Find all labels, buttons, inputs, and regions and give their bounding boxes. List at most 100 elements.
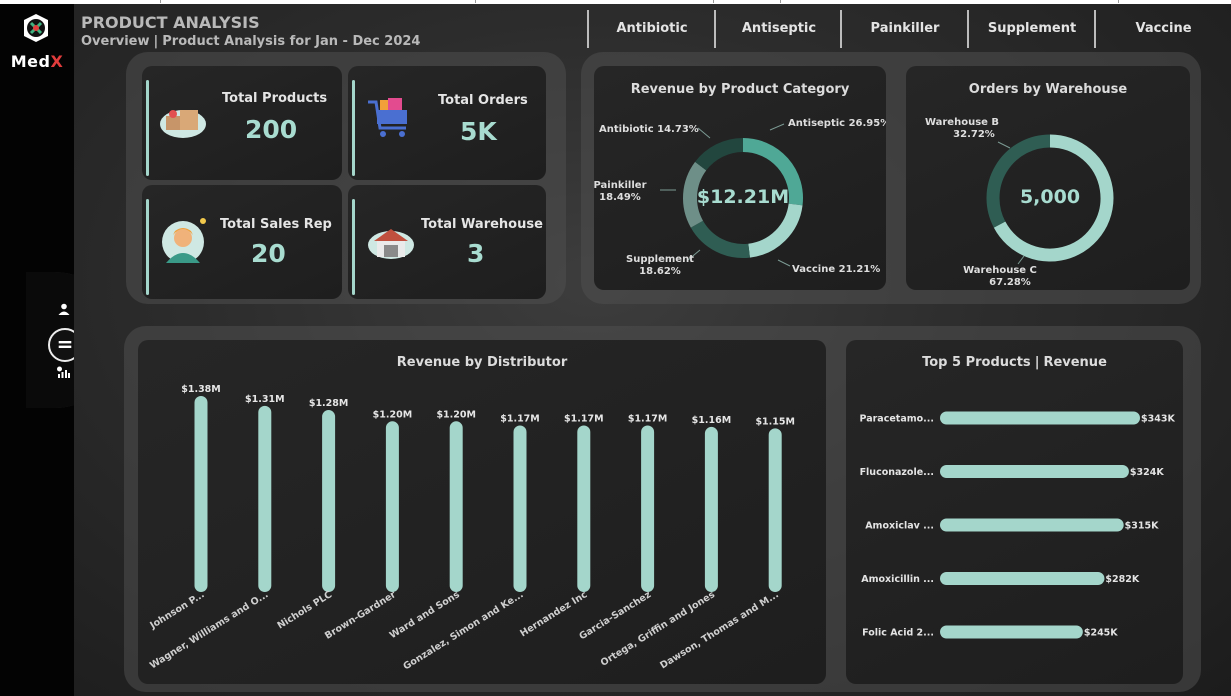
kpi-label: Total Products bbox=[222, 91, 328, 106]
leader-line bbox=[697, 127, 711, 139]
distributor-bar-brown-gardner[interactable] bbox=[385, 421, 399, 592]
distributor-bar-nichols-plc[interactable] bbox=[322, 410, 336, 592]
donut-label-warehouse-b: Warehouse B bbox=[925, 117, 999, 128]
distributor-bar-garcia-sanchez[interactable] bbox=[641, 425, 655, 592]
donut-label-supplement-pct: 18.62% bbox=[639, 266, 681, 277]
revenue-distributor-title: Revenue by Distributor bbox=[396, 355, 568, 370]
distributor-value-label: $1.20M bbox=[373, 409, 413, 420]
donut-center-value: 5,000 bbox=[1020, 186, 1080, 208]
product-value-label: $343K bbox=[1141, 414, 1175, 425]
product-name-label: Paracetamo... bbox=[860, 414, 935, 425]
kpi-value: 3 bbox=[467, 239, 485, 268]
donut-slice-vaccine[interactable] bbox=[747, 203, 803, 258]
donut-slice-warehouse-c[interactable] bbox=[993, 134, 1114, 262]
donut-label-painkiller-pct: 18.49% bbox=[599, 192, 641, 203]
kpi-card-sales-rep: Total Sales Rep 20 bbox=[142, 185, 342, 299]
distributor-name-label: Gonzalez, Simon and Ke... bbox=[401, 589, 525, 672]
kpi-label: Total Orders bbox=[438, 93, 528, 108]
distributor-bar-johnson-p[interactable] bbox=[194, 396, 208, 592]
orders-warehouse-donut: 5,000 Warehouse B 32.72% Warehouse C 67.… bbox=[925, 117, 1114, 288]
donut-center-value: $12.21M bbox=[697, 186, 789, 208]
kpi-card-products: Total Products 200 bbox=[142, 66, 342, 180]
donut-label-supplement: Supplement bbox=[626, 254, 694, 265]
donut-slice-warehouse-b[interactable] bbox=[986, 134, 1051, 228]
medx-logo-icon bbox=[24, 14, 48, 42]
distributor-name-label: Brown-Gardner bbox=[323, 589, 398, 642]
top-products-card: Top 5 Products | Revenue Paracetamo... $343… bbox=[846, 340, 1183, 684]
donut-slice-painkiller[interactable] bbox=[683, 161, 707, 228]
donut-slice-antibiotic[interactable] bbox=[695, 138, 744, 171]
donut-slice-antiseptic[interactable] bbox=[742, 138, 803, 206]
donut-label-vaccine: Vaccine 21.21% bbox=[792, 264, 880, 275]
kpi-accent-bar bbox=[146, 199, 149, 295]
donut-label-antiseptic: Antiseptic 26.95% bbox=[788, 118, 886, 129]
products-icon bbox=[160, 110, 206, 138]
donut-label-warehouse-c: Warehouse C bbox=[963, 265, 1037, 276]
distributor-value-label: $1.20M bbox=[436, 409, 476, 420]
distributor-bar-ortega-griffin-and-jones[interactable] bbox=[704, 426, 718, 592]
distributor-value-label: $1.17M bbox=[500, 414, 540, 425]
distributor-name-label: Nichols PLC bbox=[275, 589, 334, 631]
product-bar-folic-acid-2[interactable] bbox=[940, 625, 1083, 639]
donut-label-painkiller: Painkiller bbox=[594, 180, 647, 191]
top-products-title: Top 5 Products | Revenue bbox=[922, 355, 1107, 370]
distributor-value-label: $1.28M bbox=[309, 398, 349, 409]
tab-painkiller[interactable]: Painkiller bbox=[840, 10, 968, 48]
top-products-chart: Paracetamo... $343K Fluconazole... $324K Amo… bbox=[860, 411, 1175, 639]
distributor-name-label: Johnson P... bbox=[147, 589, 206, 632]
tab-vaccine[interactable]: Vaccine bbox=[1094, 10, 1231, 48]
revenue-distributor-chart: $1.38M Johnson P... $1.31M Wagner, Williams… bbox=[147, 384, 795, 672]
tab-antiseptic[interactable]: Antiseptic bbox=[714, 10, 842, 48]
product-name-label: Amoxicillin ... bbox=[861, 574, 934, 585]
leader-line bbox=[997, 141, 1011, 149]
distributor-bar-gonzalez-simon-and-ke[interactable] bbox=[513, 425, 527, 592]
user-icon[interactable] bbox=[58, 303, 70, 315]
tab-antibiotic[interactable]: Antibiotic bbox=[587, 10, 715, 48]
shopping-cart-icon bbox=[368, 98, 407, 137]
donut-slice-supplement[interactable] bbox=[690, 220, 750, 258]
product-bar-fluconazole[interactable] bbox=[940, 465, 1129, 478]
page-subtitle: Overview | Product Analysis for Jan - Dec … bbox=[81, 34, 421, 49]
distributor-bar-dawson-thomas-and-m[interactable] bbox=[768, 428, 782, 592]
product-value-label: $315K bbox=[1125, 521, 1159, 532]
distributor-value-label: $1.31M bbox=[245, 394, 285, 405]
distributor-name-label: Wagner, Williams and O... bbox=[148, 589, 270, 671]
donut-label-warehouse-b-pct: 32.72% bbox=[953, 129, 995, 140]
kpi-label: Total Warehouse bbox=[421, 217, 543, 232]
distributor-value-label: $1.38M bbox=[181, 384, 221, 395]
stats-icon[interactable] bbox=[56, 366, 70, 378]
distributor-name-label: Ortega, Griffin and Jones bbox=[599, 589, 717, 669]
product-value-label: $282K bbox=[1105, 574, 1139, 585]
kpi-card-orders: Total Orders 5K bbox=[348, 66, 546, 180]
distributor-bar-hernandez-inc[interactable] bbox=[577, 425, 591, 592]
orders-by-warehouse-card: Orders by Warehouse 5,000 Warehouse B 32… bbox=[906, 66, 1190, 290]
leader-line bbox=[687, 249, 701, 261]
donut-label-antibiotic: Antibiotic 14.73% bbox=[599, 124, 699, 135]
leader-line bbox=[1017, 255, 1025, 265]
product-bar-amoxiclav[interactable] bbox=[940, 518, 1124, 532]
product-value-label: $324K bbox=[1130, 467, 1164, 478]
product-bar-paracetamo[interactable] bbox=[940, 411, 1140, 425]
revenue-category-donut: $12.21M Antiseptic 26.95% Vaccine 21.21%… bbox=[594, 118, 886, 277]
distributor-name-label: Dawson, Thomas and M... bbox=[658, 589, 780, 671]
app-logo-text: MedX bbox=[10, 52, 64, 71]
kpi-accent-bar bbox=[352, 80, 355, 176]
warehouse-icon bbox=[368, 229, 414, 259]
product-bar-amoxicillin[interactable] bbox=[940, 572, 1105, 585]
dashboard-main: PRODUCT ANALYSIS Overview | Product Analys… bbox=[74, 4, 1231, 696]
distributor-value-label: $1.15M bbox=[755, 416, 795, 427]
product-value-label: $245K bbox=[1084, 628, 1118, 639]
donut-label-warehouse-c-pct: 67.28% bbox=[989, 277, 1031, 288]
leader-line bbox=[777, 259, 791, 267]
distributor-bar-wagner-williams-and-o[interactable] bbox=[258, 405, 272, 592]
revenue-by-category-card: Revenue by Product Category $12.21M Anti… bbox=[594, 66, 886, 290]
kpi-label: Total Sales Rep bbox=[220, 217, 332, 232]
kpi-accent-bar bbox=[352, 199, 355, 295]
tab-supplement[interactable]: Supplement bbox=[967, 10, 1095, 48]
kpi-value: 200 bbox=[245, 115, 298, 144]
kpi-card-warehouse: Total Warehouse 3 bbox=[348, 185, 546, 299]
kpi-value: 5K bbox=[460, 117, 497, 146]
distributor-value-label: $1.17M bbox=[628, 414, 668, 425]
product-name-label: Folic Acid 2... bbox=[862, 628, 934, 639]
distributor-bar-ward-and-sons[interactable] bbox=[449, 421, 463, 592]
